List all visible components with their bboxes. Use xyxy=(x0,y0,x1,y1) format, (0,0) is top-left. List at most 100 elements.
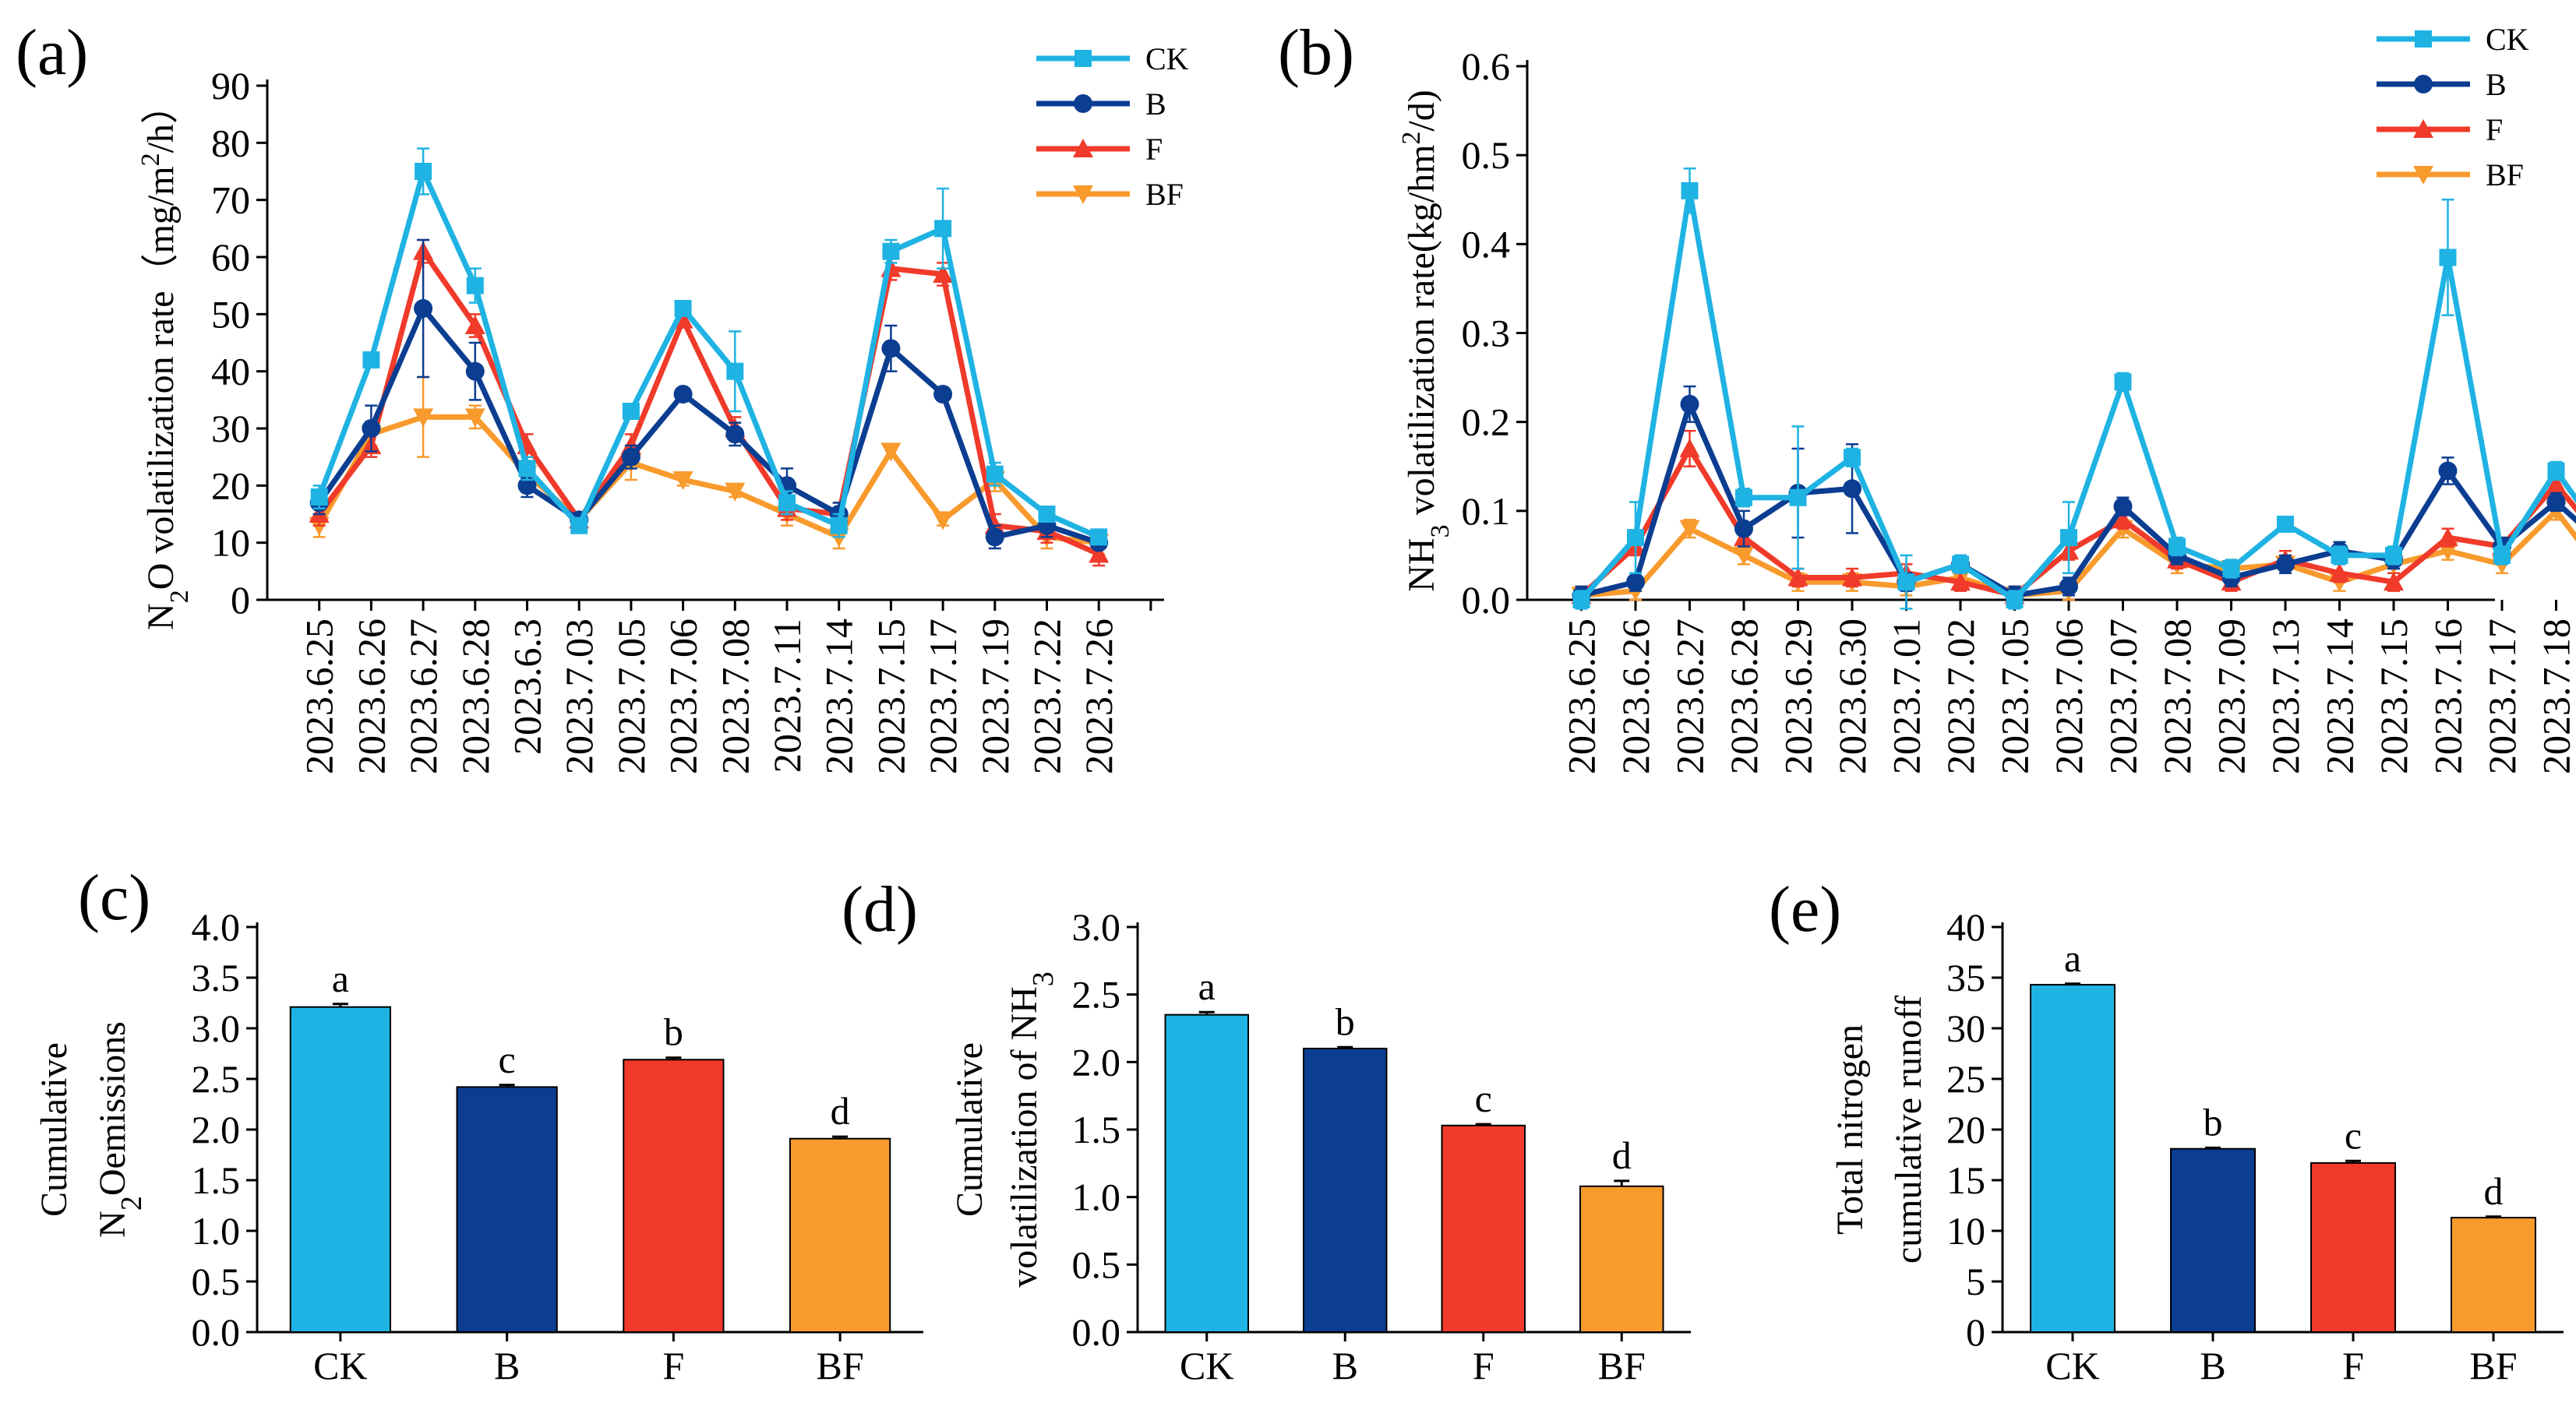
x-tick-label: 2023.6.26 xyxy=(349,619,393,774)
significance-letter: a xyxy=(1198,964,1216,1008)
y-tick-label: 3.0 xyxy=(1072,905,1121,949)
x-tick-label: 2023.6.28 xyxy=(1722,619,1766,774)
x-tick-label: 2023.6.26 xyxy=(1614,619,1657,774)
data-point-CK xyxy=(882,242,900,260)
x-tick-label: 2023.7.16 xyxy=(2426,619,2470,774)
legend-marker-BF xyxy=(2413,166,2433,185)
x-tick-label: 2023.7.02 xyxy=(1939,619,1982,774)
legend-marker-B xyxy=(1074,94,1092,113)
y-tick-label: 30 xyxy=(1946,1006,1985,1050)
y-tick-label: 0.5 xyxy=(1462,133,1511,177)
legend-label-F: F xyxy=(2486,112,2503,147)
data-point-B xyxy=(1680,394,1699,414)
data-point-B xyxy=(1734,519,1753,538)
x-tick-label: B xyxy=(1332,1344,1358,1387)
significance-letter: c xyxy=(499,1038,516,1081)
data-point-CK xyxy=(2385,546,2402,564)
x-tick-label: 2023.7.11 xyxy=(765,619,809,773)
x-tick-label: B xyxy=(2200,1344,2225,1387)
data-point-CK xyxy=(778,494,796,512)
data-point-CK xyxy=(622,403,640,420)
x-tick-label: 2023.7.01 xyxy=(1885,619,1928,774)
data-point-BF xyxy=(880,442,902,462)
y-tick-label: 20 xyxy=(211,464,250,507)
legend-marker-CK xyxy=(1075,50,1092,67)
data-point-CK xyxy=(2006,591,2024,608)
data-point-CK xyxy=(1090,528,1108,546)
bar-B xyxy=(1303,1048,1388,1333)
x-tick-label: F xyxy=(2342,1344,2364,1387)
y-tick-label: 2.0 xyxy=(1072,1040,1121,1084)
data-point-CK xyxy=(2222,560,2240,578)
data-point-CK xyxy=(518,460,536,478)
series-line-CK xyxy=(316,168,1100,540)
significance-letter: c xyxy=(1475,1077,1492,1120)
x-tick-label: 2023.7.17 xyxy=(2480,619,2524,774)
x-tick-label: 2023.7.15 xyxy=(869,619,912,774)
y-axis-title-line2: N2Oemissions xyxy=(92,1021,148,1238)
data-point-F xyxy=(1787,567,1808,587)
bar-F xyxy=(623,1059,725,1334)
data-point-CK xyxy=(2168,538,2186,555)
y-tick-label: 4.0 xyxy=(192,905,241,949)
data-point-CK xyxy=(1952,555,1969,573)
bar-BF xyxy=(789,1137,891,1333)
data-point-CK xyxy=(1735,488,1752,506)
y-tick-label: 0.5 xyxy=(1072,1243,1121,1286)
legend-marker-BF xyxy=(1073,185,1093,204)
y-tick-label: 1.0 xyxy=(192,1209,241,1253)
data-point-F xyxy=(1679,438,1700,457)
x-tick-label: BF xyxy=(817,1344,864,1387)
y-axis-title-line1: Cumulative xyxy=(949,1042,990,1217)
y-axis-title-line1: Total nitrogen xyxy=(1830,1024,1871,1235)
data-point-B xyxy=(2546,492,2566,512)
y-tick-label: 0 xyxy=(231,578,250,622)
x-tick-label: CK xyxy=(313,1344,367,1387)
significance-letter: a xyxy=(332,957,349,1000)
x-tick-label: 2023.7.22 xyxy=(1025,619,1069,774)
y-tick-label: 40 xyxy=(211,350,250,393)
y-tick-label: 0.5 xyxy=(192,1260,241,1303)
x-tick-label: 2023.7.13 xyxy=(2264,619,2307,774)
y-tick-label: 50 xyxy=(211,292,250,336)
legend-marker-F xyxy=(2413,119,2433,138)
legend: CK BF BF xyxy=(2377,22,2529,192)
bar-chart-e: 0 5 10 15 20 25 30 35 40 a CK b Bc Fd BF Total nitrogen… xyxy=(1769,873,2564,1387)
line-chart-b: 0.0 0.1 0.2 0.3 0.4 0.5 0.6 2023.6.25 2023.6.26 2… xyxy=(1278,16,2576,774)
x-tick-label: 2023.7.05 xyxy=(1993,619,2037,774)
data-point-B xyxy=(2276,555,2295,574)
data-point-B xyxy=(1843,479,1861,499)
x-tick-label: 2023.7.06 xyxy=(2047,619,2091,774)
y-tick-label: 20 xyxy=(1946,1108,1985,1151)
data-point-CK xyxy=(2114,373,2132,391)
data-point-B xyxy=(985,527,1004,547)
data-point-B xyxy=(465,361,485,381)
y-tick-label: 0.3 xyxy=(1462,312,1511,355)
data-point-CK xyxy=(2277,515,2294,533)
data-point-CK xyxy=(830,516,848,534)
series-B xyxy=(309,238,1109,552)
data-point-B xyxy=(2113,497,2133,516)
data-point-BF xyxy=(464,408,485,428)
legend-label-CK: CK xyxy=(1145,41,1189,76)
legend-marker-CK xyxy=(2415,30,2432,48)
y-tick-label: 90 xyxy=(211,64,250,108)
x-tick-label: 2023.7.19 xyxy=(973,619,1017,774)
data-point-B xyxy=(414,299,433,318)
x-tick-label: CK xyxy=(2045,1344,2099,1387)
bar-F xyxy=(1441,1124,1526,1334)
legend-label-CK: CK xyxy=(2486,22,2529,57)
series-line-BF xyxy=(316,414,1099,546)
data-point-B xyxy=(621,447,640,467)
data-point-F xyxy=(2546,474,2567,493)
x-tick-label: 2023.7.09 xyxy=(2210,619,2253,774)
data-point-CK xyxy=(1572,591,1590,608)
x-tick-label: 2023.6.3 xyxy=(506,619,549,755)
data-point-BF xyxy=(672,471,693,490)
y-axis-title: N2O volatilization rate（mg/m2/h） xyxy=(136,86,194,630)
y-tick-label: 0.6 xyxy=(1462,44,1511,88)
x-tick-label: 2023.6.29 xyxy=(1777,619,1820,774)
data-point-F xyxy=(1950,572,1971,591)
panel-label: (b) xyxy=(1278,16,1354,89)
